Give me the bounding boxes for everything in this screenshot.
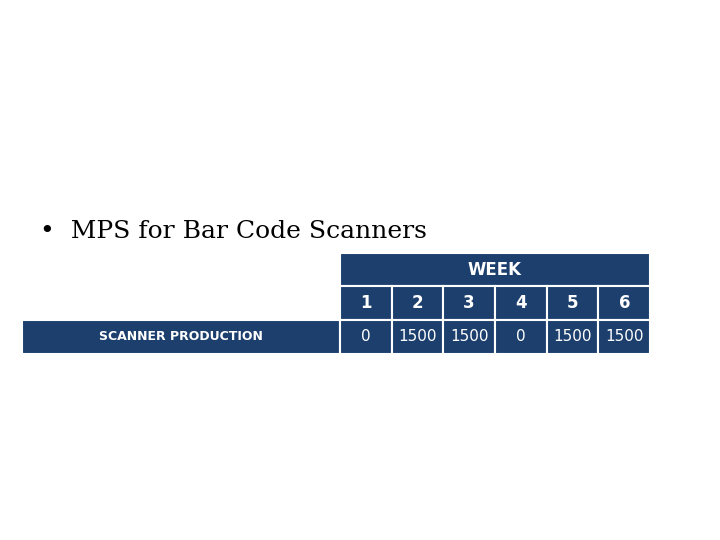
FancyBboxPatch shape: [598, 320, 650, 354]
FancyBboxPatch shape: [598, 286, 650, 320]
FancyBboxPatch shape: [495, 286, 546, 320]
Text: 4: 4: [515, 294, 526, 312]
Text: 1500: 1500: [605, 329, 644, 345]
FancyBboxPatch shape: [340, 286, 392, 320]
FancyBboxPatch shape: [340, 320, 392, 354]
Text: 0: 0: [361, 329, 371, 345]
FancyBboxPatch shape: [22, 320, 340, 354]
FancyBboxPatch shape: [444, 320, 495, 354]
FancyBboxPatch shape: [340, 253, 650, 286]
Text: 2: 2: [412, 294, 423, 312]
Text: 1500: 1500: [554, 329, 592, 345]
Text: Example:  Master Production Scheduling: Example: Master Production Scheduling: [12, 22, 708, 54]
Text: 6: 6: [618, 294, 630, 312]
Text: 1: 1: [360, 294, 372, 312]
FancyBboxPatch shape: [392, 286, 444, 320]
Text: 1500: 1500: [450, 329, 488, 345]
Text: 1500: 1500: [398, 329, 436, 345]
Text: •  MPS for Bar Code Scanners: • MPS for Bar Code Scanners: [40, 220, 426, 243]
FancyBboxPatch shape: [546, 320, 598, 354]
FancyBboxPatch shape: [495, 320, 546, 354]
Text: WEEK: WEEK: [468, 260, 522, 279]
Text: SCANNER PRODUCTION: SCANNER PRODUCTION: [99, 330, 263, 343]
Text: 3: 3: [464, 294, 475, 312]
FancyBboxPatch shape: [444, 286, 495, 320]
FancyBboxPatch shape: [392, 320, 444, 354]
Text: 0: 0: [516, 329, 526, 345]
Text: 5: 5: [567, 294, 578, 312]
FancyBboxPatch shape: [546, 286, 598, 320]
